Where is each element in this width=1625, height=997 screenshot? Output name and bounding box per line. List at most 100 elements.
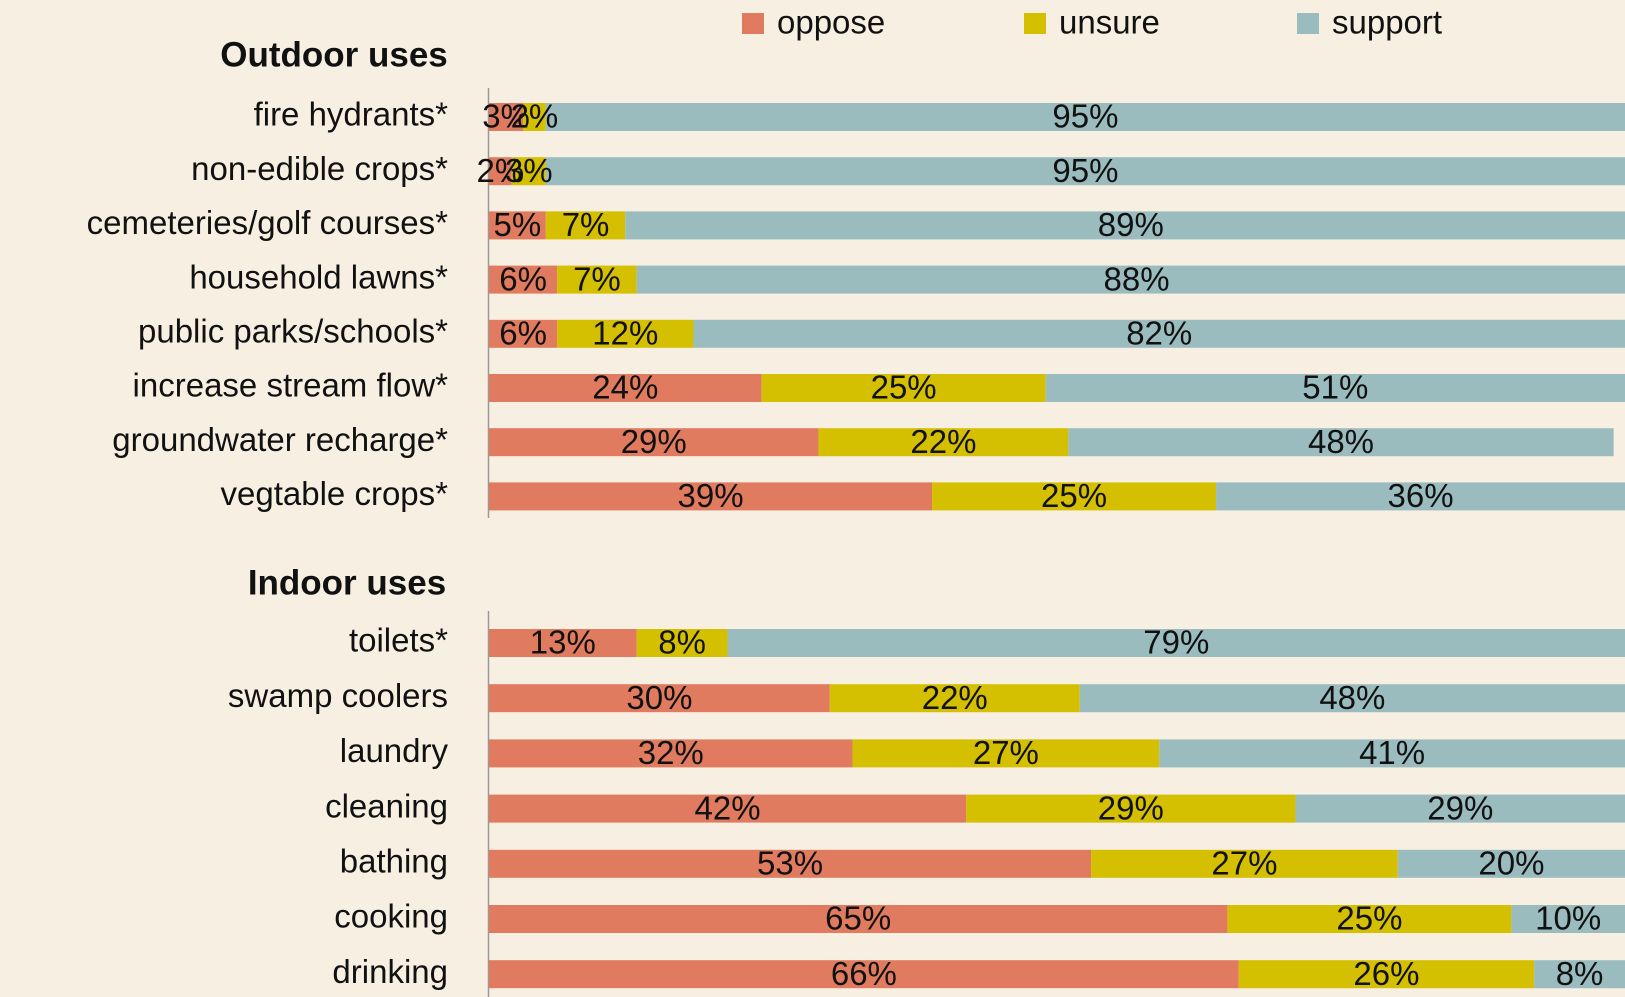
bar-segment <box>1238 960 1535 989</box>
bar-segment <box>1227 905 1512 933</box>
category-label: groundwater recharge* <box>112 421 448 458</box>
bar-segment <box>966 794 1296 823</box>
value-label: 10% <box>1535 900 1601 937</box>
category-label: cooking <box>334 898 448 935</box>
bar-segment <box>489 629 637 657</box>
value-label: 89% <box>1098 206 1164 243</box>
value-label: 79% <box>1143 624 1209 661</box>
bar-segment <box>636 629 728 657</box>
bar-segment <box>489 905 1228 933</box>
bar-segment <box>545 103 1625 131</box>
value-label: 7% <box>573 260 621 297</box>
value-label: 6% <box>499 315 547 352</box>
bar-segment <box>932 482 1217 511</box>
bar-segment <box>489 428 819 457</box>
value-label: 25% <box>1041 477 1107 514</box>
bar-segment <box>489 684 830 713</box>
bar-segment <box>1079 684 1625 713</box>
value-label: 22% <box>922 679 988 716</box>
bar-segment <box>693 319 1625 348</box>
category-label: cemeteries/golf courses* <box>87 204 448 241</box>
bar-segment <box>761 374 1046 402</box>
value-label: 41% <box>1359 734 1425 771</box>
legend-label: unsure <box>1059 4 1160 41</box>
value-label: 30% <box>626 679 692 716</box>
category-label: toilets* <box>349 622 448 659</box>
value-label: 51% <box>1302 369 1368 406</box>
bar-segment <box>489 482 933 511</box>
value-label: 29% <box>621 423 687 460</box>
bar-segment <box>489 103 524 131</box>
bar-segment <box>545 157 1625 186</box>
value-label: 2% <box>477 152 525 189</box>
bar-segment <box>489 849 1092 878</box>
bar-segment <box>818 428 1069 457</box>
bar-segment <box>625 211 1625 240</box>
category-label: swamp coolers <box>228 677 448 714</box>
value-label: 66% <box>831 955 897 992</box>
value-label: 13% <box>530 624 596 661</box>
chart-title: Outdoor uses <box>220 35 448 74</box>
bar-segment <box>557 265 637 294</box>
value-label: 32% <box>638 734 704 771</box>
bar-segment <box>489 157 512 186</box>
category-label: fire hydrants* <box>254 96 449 133</box>
bar-segment <box>1091 849 1398 878</box>
legend-swatch <box>1297 13 1319 34</box>
bar-segment <box>489 211 546 240</box>
value-label: 3% <box>505 152 553 189</box>
bar-segment <box>557 319 694 348</box>
bar-segment <box>852 739 1160 768</box>
value-label: 26% <box>1353 955 1419 992</box>
value-label: 8% <box>1556 955 1604 992</box>
bar-segment <box>523 103 546 131</box>
bar-segment <box>489 374 762 402</box>
value-label: 25% <box>1336 900 1402 937</box>
category-label: bathing <box>340 843 448 880</box>
value-label: 36% <box>1387 477 1453 514</box>
value-label: 27% <box>973 734 1039 771</box>
bar-segment <box>1045 374 1625 402</box>
bar-segment <box>727 629 1625 657</box>
bars <box>489 103 1625 511</box>
value-label: 12% <box>592 315 658 352</box>
value-label: 29% <box>1098 789 1164 826</box>
bar-segment <box>1216 482 1625 511</box>
bar-segment <box>489 794 967 823</box>
category-label: drinking <box>332 953 448 990</box>
value-label: 53% <box>757 845 823 882</box>
bar-segment <box>1159 739 1625 768</box>
category-label: vegtable crops* <box>221 475 449 512</box>
category-label: public parks/schools* <box>138 313 448 350</box>
bar-segment <box>489 739 853 768</box>
value-label: 48% <box>1308 423 1374 460</box>
category-label: increase stream flow* <box>133 367 449 404</box>
bar-segment <box>636 265 1625 294</box>
bar-segment <box>1068 428 1614 457</box>
value-label: 27% <box>1211 845 1277 882</box>
value-label: 7% <box>562 206 610 243</box>
value-label: 95% <box>1052 152 1118 189</box>
value-label: 5% <box>494 206 542 243</box>
bar-segment <box>1397 849 1625 878</box>
value-label: 82% <box>1126 315 1192 352</box>
legend-swatch <box>742 13 764 34</box>
category-label: laundry <box>340 732 449 769</box>
value-label: 39% <box>677 477 743 514</box>
value-label: 8% <box>658 624 706 661</box>
bar-segment <box>1511 905 1625 933</box>
value-label: 88% <box>1103 260 1169 297</box>
category-label: non-edible crops* <box>191 150 448 187</box>
bars <box>489 629 1625 989</box>
bar-segment <box>1295 794 1625 823</box>
value-label: 3% <box>482 98 530 135</box>
legend-label: oppose <box>777 4 885 41</box>
value-label: 65% <box>825 900 891 937</box>
value-label: 6% <box>499 260 547 297</box>
legend-swatch <box>1024 13 1046 34</box>
value-label: 95% <box>1052 98 1118 135</box>
value-label: 48% <box>1319 679 1385 716</box>
bar-segment <box>489 265 558 294</box>
value-label: 22% <box>910 423 976 460</box>
